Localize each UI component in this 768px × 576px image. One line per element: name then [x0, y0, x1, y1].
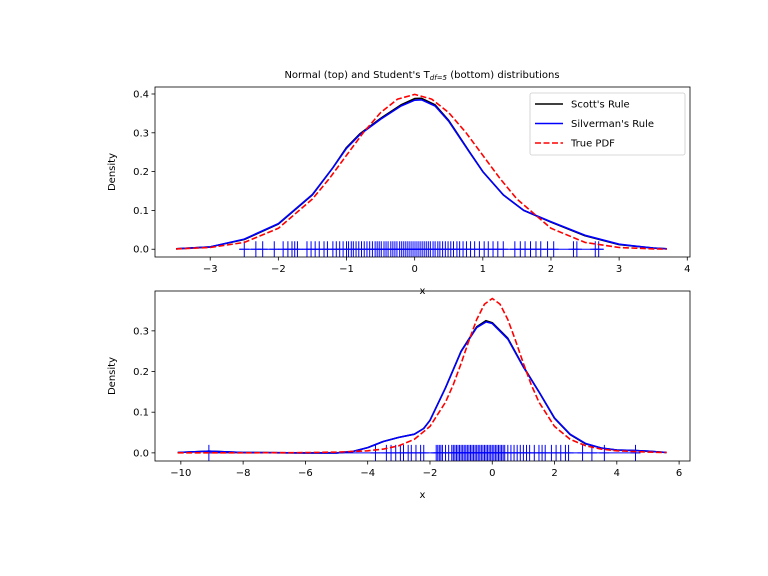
- title-suffix: (bottom) distributions: [447, 70, 560, 81]
- x-tick-label: 2: [548, 264, 554, 275]
- x-tick-label: −2: [423, 468, 438, 479]
- x-tick-label: −1: [339, 264, 354, 275]
- x-tick-label: 6: [676, 468, 682, 479]
- y-tick-label: 0.4: [133, 89, 149, 100]
- y-tick-label: 0.1: [133, 408, 149, 419]
- legend: Scott's Rule Silverman's Rule True PDF: [529, 92, 686, 156]
- x-tick-label: 0: [489, 468, 495, 479]
- y-tick-label: 0.3: [133, 326, 149, 337]
- y-tick-label: 0.0: [133, 245, 149, 256]
- x-tick-label: 0: [411, 264, 417, 275]
- rug-mark: [498, 241, 509, 257]
- plot-area: [176, 93, 667, 257]
- x-tick-label: 1: [480, 264, 486, 275]
- y-tick-label: 0.2: [133, 367, 149, 378]
- x-tick-label: 2: [551, 468, 557, 479]
- series-line-true-pdf: [176, 93, 667, 250]
- series-line-true-pdf: [177, 297, 667, 454]
- x-tick-label: 4: [684, 264, 690, 275]
- series-line-silverman-s-rule: [176, 99, 667, 250]
- y-tick-label: 0.1: [133, 206, 149, 217]
- axes-frame: [154, 290, 691, 462]
- x-tick-label: −6: [298, 468, 313, 479]
- y-tick-label: 0.2: [133, 167, 149, 178]
- rug-mark: [571, 241, 582, 257]
- x-tick-label: −10: [170, 468, 191, 479]
- rug-mark: [630, 444, 641, 461]
- x-tick-label: −4: [360, 468, 375, 479]
- x-tick-label: 4: [614, 468, 620, 479]
- rug-mark: [418, 444, 429, 461]
- rug-mark: [370, 444, 381, 461]
- legend-box: [529, 92, 686, 156]
- rug-mark: [239, 241, 250, 257]
- y-axis-label: Density: [107, 153, 118, 191]
- x-tick-label: −8: [236, 468, 251, 479]
- rug-mark: [548, 241, 559, 257]
- legend-label: Silverman's Rule: [571, 119, 654, 130]
- rug-mark: [577, 444, 588, 461]
- plot-area: [177, 297, 667, 461]
- x-axis-label: x: [420, 490, 426, 501]
- legend-label: Scott's Rule: [571, 100, 630, 111]
- rug-mark: [599, 444, 610, 461]
- rug-mark: [292, 241, 303, 257]
- legend-label: True PDF: [570, 139, 615, 150]
- title-subscript: df=5: [430, 74, 448, 82]
- rug-mark: [563, 444, 574, 461]
- chart-title: Normal (top) and Student's Tdf=5 (bottom…: [284, 70, 559, 82]
- top-axes: −3 −2 −1 0 1 2 3 4 0.0 0.1 0.2 0.3 0.4 x Density: [107, 86, 690, 297]
- x-axis-label: x: [420, 286, 426, 297]
- title-main: Normal (top) and Student's T: [284, 70, 430, 81]
- y-tick-label: 0.3: [133, 128, 149, 139]
- x-tick-label: −2: [271, 264, 286, 275]
- y-axis-label: Density: [107, 357, 118, 395]
- y-tick-label: 0.0: [133, 448, 149, 459]
- x-tick-label: −3: [203, 264, 218, 275]
- bottom-axes: −10 −8 −6 −4 −2 0 2 4 6 0.0 0.1 0.2 0.3 x Density: [107, 290, 691, 501]
- x-tick-label: 3: [616, 264, 622, 275]
- rug-mark: [269, 241, 280, 257]
- rug-mark: [257, 241, 268, 257]
